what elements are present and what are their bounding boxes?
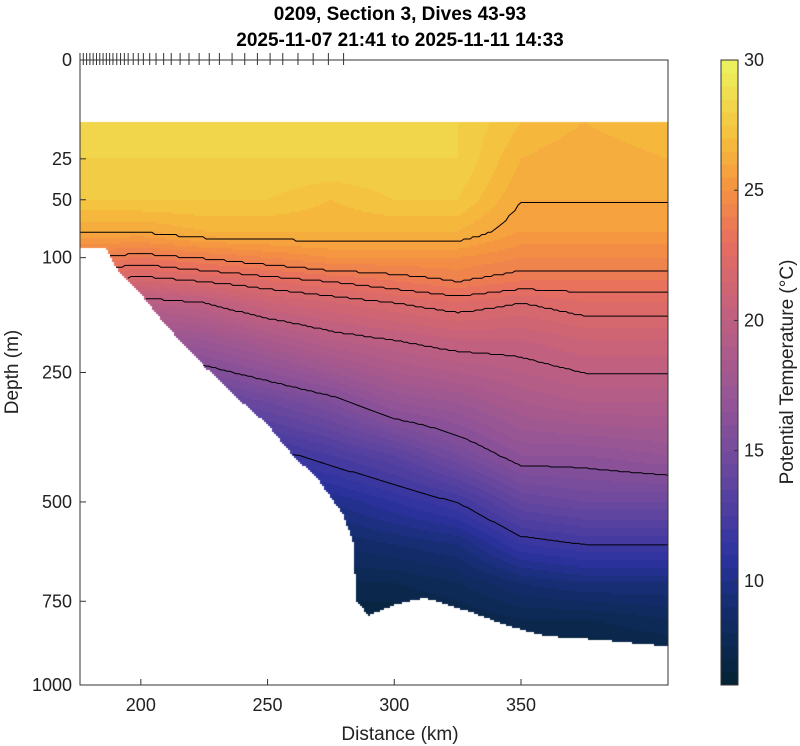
chart-title-line1: 0209, Section 3, Dives 43-93	[274, 4, 526, 25]
contour-line-22	[127, 276, 668, 317]
colorbar-band	[721, 190, 738, 204]
colorbar-band	[721, 73, 738, 87]
x-tick-label: 200	[126, 695, 156, 715]
colorbar-band	[721, 411, 738, 426]
x-tick-label: 300	[379, 695, 409, 715]
y-axis-label: Depth (m)	[2, 330, 23, 414]
colorbar-band	[721, 307, 738, 321]
y-tick-label: 1000	[32, 675, 72, 695]
colorbar-band	[721, 424, 738, 439]
contour-line-23	[116, 264, 668, 297]
x-tick-label: 250	[253, 695, 283, 715]
colorbar-band	[721, 164, 738, 178]
y-tick-label: 50	[52, 190, 72, 210]
colorbar-band	[721, 125, 738, 139]
colorbar-band	[721, 333, 738, 347]
contour-line-24	[110, 253, 668, 283]
colorbar-band	[721, 554, 738, 569]
colorbar-band	[721, 255, 738, 269]
colorbar-band	[721, 268, 738, 282]
colorbar-band	[721, 99, 738, 113]
colorbar-band	[721, 385, 738, 400]
colorbar-band	[721, 281, 738, 295]
colorbar-band	[721, 60, 738, 74]
colorbar-band	[721, 138, 738, 152]
y-tick-label: 25	[52, 149, 72, 169]
contour-line-20	[146, 298, 668, 375]
colorbar-band	[721, 515, 738, 530]
contour-lines	[80, 202, 669, 546]
y-axis: 0 25 50 100 250 500 750 1000	[32, 50, 86, 695]
colorbar-band	[721, 112, 738, 126]
colorbar-band	[721, 489, 738, 504]
colorbar-band	[721, 567, 738, 582]
colorbar-frame	[720, 59, 739, 686]
contour-line-16	[202, 364, 669, 476]
dive-ticks	[79, 53, 345, 65]
y-tick-label: 100	[42, 248, 72, 268]
colorbar-band	[721, 463, 738, 478]
colorbar-band	[721, 398, 738, 413]
y-tick-label: 750	[42, 591, 72, 611]
colorbar-band	[721, 216, 738, 230]
contour-line-26	[80, 202, 668, 242]
colorbar-tick-label: 25	[744, 180, 764, 200]
colorbar-band	[721, 177, 738, 191]
colorbar-band	[721, 86, 738, 100]
colorbar-band	[721, 658, 738, 673]
colorbar: 10 15 20 25 30	[720, 50, 764, 686]
colorbar-band	[721, 645, 738, 660]
colorbar-tick-label: 10	[744, 571, 764, 591]
colorbar-band	[721, 502, 738, 517]
colorbar-band	[721, 372, 738, 387]
colorbar-band	[721, 476, 738, 491]
chart-title-line2: 2025-11-07 21:41 to 2025-11-11 14:33	[236, 30, 563, 51]
y-tick-label: 250	[42, 363, 72, 383]
colorbar-band	[721, 294, 738, 308]
colorbar-band	[721, 580, 738, 595]
colorbar-tick-label: 15	[744, 441, 764, 461]
colorbar-tick-label: 30	[744, 50, 764, 70]
colorbar-label: Potential Temperature (°C)	[777, 260, 798, 485]
temperature-field	[80, 60, 668, 685]
colorbar-band	[721, 242, 738, 256]
colorbar-band	[721, 632, 738, 647]
colorbar-band	[721, 437, 738, 452]
colorbar-band	[721, 320, 738, 334]
colorbar-band	[721, 593, 738, 608]
x-tick-label: 350	[506, 695, 536, 715]
colorbar-band	[721, 619, 738, 634]
colorbar-band	[721, 359, 738, 373]
colorbar-band	[721, 346, 738, 360]
colorbar-band	[721, 671, 738, 686]
colorbar-band	[721, 151, 738, 165]
colorbar-band	[721, 541, 738, 556]
x-axis: 200 250 300 350	[126, 679, 536, 715]
colorbar-band	[721, 203, 738, 217]
x-axis-label: Distance (km)	[341, 724, 458, 745]
colorbar-band	[721, 450, 738, 465]
y-tick-label: 0	[62, 50, 72, 70]
contour-line-12	[292, 453, 668, 546]
colorbar-band	[721, 606, 738, 621]
colorbar-band	[721, 229, 738, 243]
colorbar-band	[721, 528, 738, 543]
colorbar-tick-label: 20	[744, 310, 764, 330]
y-tick-label: 500	[42, 492, 72, 512]
